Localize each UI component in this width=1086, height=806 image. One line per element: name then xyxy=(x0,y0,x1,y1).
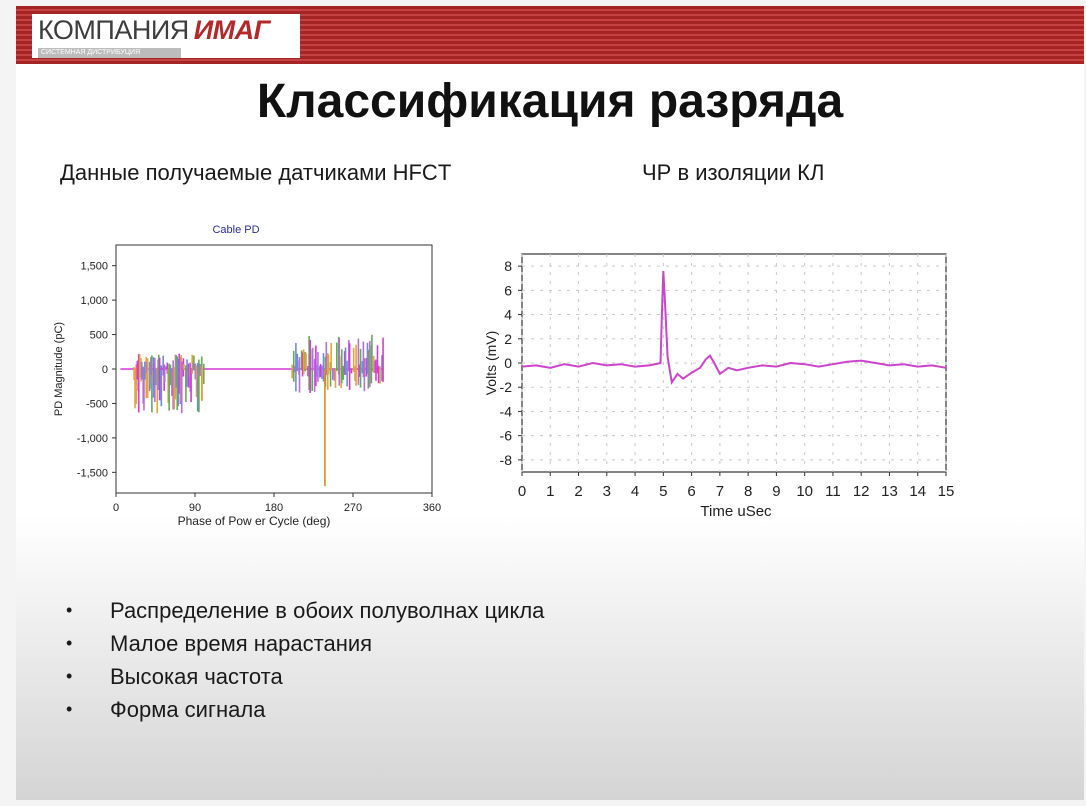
bullet-text: Высокая частота xyxy=(110,664,283,689)
y-tick-label: -500 xyxy=(86,398,108,410)
y-tick-label: 0 xyxy=(102,364,108,376)
bullet-list: • Распределение в обоих полуволнах цикла … xyxy=(66,594,544,726)
x-tick-label: 3 xyxy=(603,483,611,500)
x-tick-label: 10 xyxy=(796,483,813,500)
y-tick-label: 0 xyxy=(504,355,512,371)
slide: КОМПАНИЯ ИМАГ СИСТЕМНАЯ ДИСТРИБУЦИЯ Класс… xyxy=(16,6,1084,800)
x-tick-label: 6 xyxy=(687,483,695,500)
bullet-dot-icon: • xyxy=(66,699,73,719)
y-tick-label: 500 xyxy=(90,330,108,342)
x-tick-label: 13 xyxy=(881,483,898,500)
y-tick-label: 2 xyxy=(504,331,512,347)
x-tick-label: 360 xyxy=(423,502,441,514)
chart-title: Cable PD xyxy=(212,224,259,236)
x-tick-label: 2 xyxy=(574,483,582,500)
x-tick-label: 12 xyxy=(853,483,870,500)
x-tick-label: 9 xyxy=(772,483,780,500)
bullet-text: Малое время нарастания xyxy=(110,631,373,656)
x-tick-label: 4 xyxy=(631,483,639,500)
y-tick-label: 4 xyxy=(504,307,512,323)
y-axis-label: PD Magnitude (pC) xyxy=(53,322,65,416)
logo-subtitle: СИСТЕМНАЯ ДИСТРИБУЦИЯ xyxy=(38,48,181,58)
slide-title: Классификация разряда xyxy=(256,75,844,128)
company-logo: КОМПАНИЯ ИМАГ СИСТЕМНАЯ ДИСТРИБУЦИЯ xyxy=(32,14,300,58)
bullet-dot-icon: • xyxy=(66,600,73,620)
x-tick-label: 90 xyxy=(189,502,201,514)
x-tick-label: 8 xyxy=(744,483,752,500)
logo-text-brand: ИМАГ xyxy=(193,15,270,45)
y-tick-label: 1,000 xyxy=(80,295,108,307)
logo-wordmark: КОМПАНИЯ ИМАГ xyxy=(38,15,270,46)
x-tick-label: 15 xyxy=(938,483,955,500)
y-tick-label: -6 xyxy=(500,428,513,444)
bullet-dot-icon: • xyxy=(66,633,73,653)
x-tick-label: 0 xyxy=(518,483,526,500)
x-axis-label: Phase of Pow er Cycle (deg) xyxy=(178,514,331,528)
x-tick-label: 180 xyxy=(265,502,283,514)
y-tick-label: 1,500 xyxy=(80,261,108,273)
y-tick-label: -2 xyxy=(500,379,513,395)
x-tick-label: 14 xyxy=(909,483,926,500)
bullet-item: • Малое время нарастания xyxy=(66,627,544,660)
y-tick-label: 6 xyxy=(504,282,512,298)
y-tick-label: 8 xyxy=(504,258,512,274)
x-tick-label: 7 xyxy=(716,483,724,500)
y-tick-label: -4 xyxy=(500,403,513,419)
subtitle-left: Данные получаемые датчиками HFCT xyxy=(60,160,452,185)
bullet-text: Распределение в обоих полуволнах цикла xyxy=(110,598,545,623)
y-tick-label: -1,500 xyxy=(77,467,108,479)
waveform-line xyxy=(521,270,947,386)
bullet-item: • Высокая частота xyxy=(66,660,544,693)
bullet-item: • Распределение в обоих полуволнах цикла xyxy=(66,594,544,627)
y-tick-label: -1,000 xyxy=(77,433,108,445)
x-tick-label: 11 xyxy=(825,483,841,500)
logo-text-company: КОМПАНИЯ xyxy=(38,15,189,45)
bullet-text: Форма сигнала xyxy=(110,697,266,722)
bullet-dot-icon: • xyxy=(66,666,73,686)
x-tick-label: 270 xyxy=(344,502,362,514)
x-axis-label: Time uSec xyxy=(700,503,772,520)
bullet-item: • Форма сигнала xyxy=(66,693,544,726)
x-tick-label: 5 xyxy=(659,483,667,500)
x-tick-label: 1 xyxy=(546,483,554,500)
cable-pd-chart: Cable PD 1,500 1,000 500 0 -500 -1,000 -1,500 0 9… xyxy=(53,224,441,528)
subtitle-right: ЧР в изоляции КЛ xyxy=(642,160,825,185)
x-tick-label: 0 xyxy=(113,502,119,514)
y-tick-label: -8 xyxy=(500,452,513,468)
y-axis-label: Volts (mV) xyxy=(483,331,499,396)
